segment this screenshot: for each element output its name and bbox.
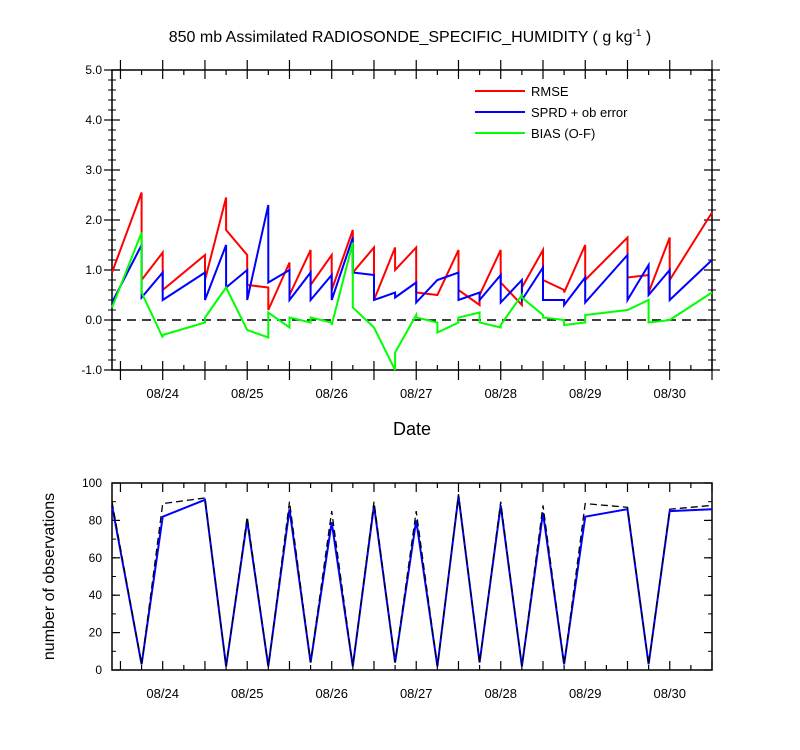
legend-label: BIAS (O-F) [531,126,595,141]
x-tick-label: 08/26 [315,386,348,401]
y-tick-label: 5.0 [85,63,102,77]
y-tick-label: 2.0 [85,213,102,227]
y-tick-label: 1.0 [85,263,102,277]
x-tick-label: 08/29 [569,686,602,701]
x-tick-label: 08/25 [231,386,264,401]
x-tick-label: 08/27 [400,386,433,401]
x-tick-label: 08/27 [400,686,433,701]
legend-label: RMSE [531,84,569,99]
y-tick-label: 80 [89,513,103,527]
x-tick-label: 08/28 [484,686,517,701]
y-tick-label: 4.0 [85,113,102,127]
series-line-rmse [111,192,713,311]
x-tick-label: 08/24 [146,686,179,701]
x-tick-label: 08/28 [484,386,517,401]
y-tick-label: 20 [89,626,103,640]
y-tick-label: 60 [89,551,103,565]
y-tick-label: 100 [82,476,102,490]
legend: RMSE SPRD + ob error BIAS (O-F) [475,84,628,141]
y-tick-label: 0.0 [85,313,102,327]
x-tick-label: 08/30 [653,686,686,701]
series-line-sprd-ob-error [111,204,713,308]
top-panel: 08/24 08/25 08/26 08/27 08/28 08/29 08/30 -1.0 0… [81,60,720,439]
series-line-bias-o-f- [111,232,713,371]
x-tick-label: 08/25 [231,686,264,701]
y-tick-label: -1.0 [81,363,102,377]
chart-title: 850 mb Assimilated RADIOSONDE_SPECIFIC_H… [169,28,652,46]
y-axis-label: number of observations [41,493,58,660]
y-tick-label: 0 [95,663,102,677]
x-axis-label: Date [393,419,431,439]
series-line-possible [111,494,713,667]
y-tick-label: 3.0 [85,163,102,177]
legend-label: SPRD + ob error [531,105,628,120]
x-tick-label: 08/29 [569,386,602,401]
series-line-used [111,495,713,667]
bottom-panel: 08/24 08/25 08/26 08/27 08/28 08/29 08/30 0 20 40… [41,476,713,701]
y-tick-label: 40 [89,588,103,602]
x-tick-label: 08/26 [315,686,348,701]
x-tick-label: 08/30 [653,386,686,401]
x-tick-label: 08/24 [146,386,179,401]
